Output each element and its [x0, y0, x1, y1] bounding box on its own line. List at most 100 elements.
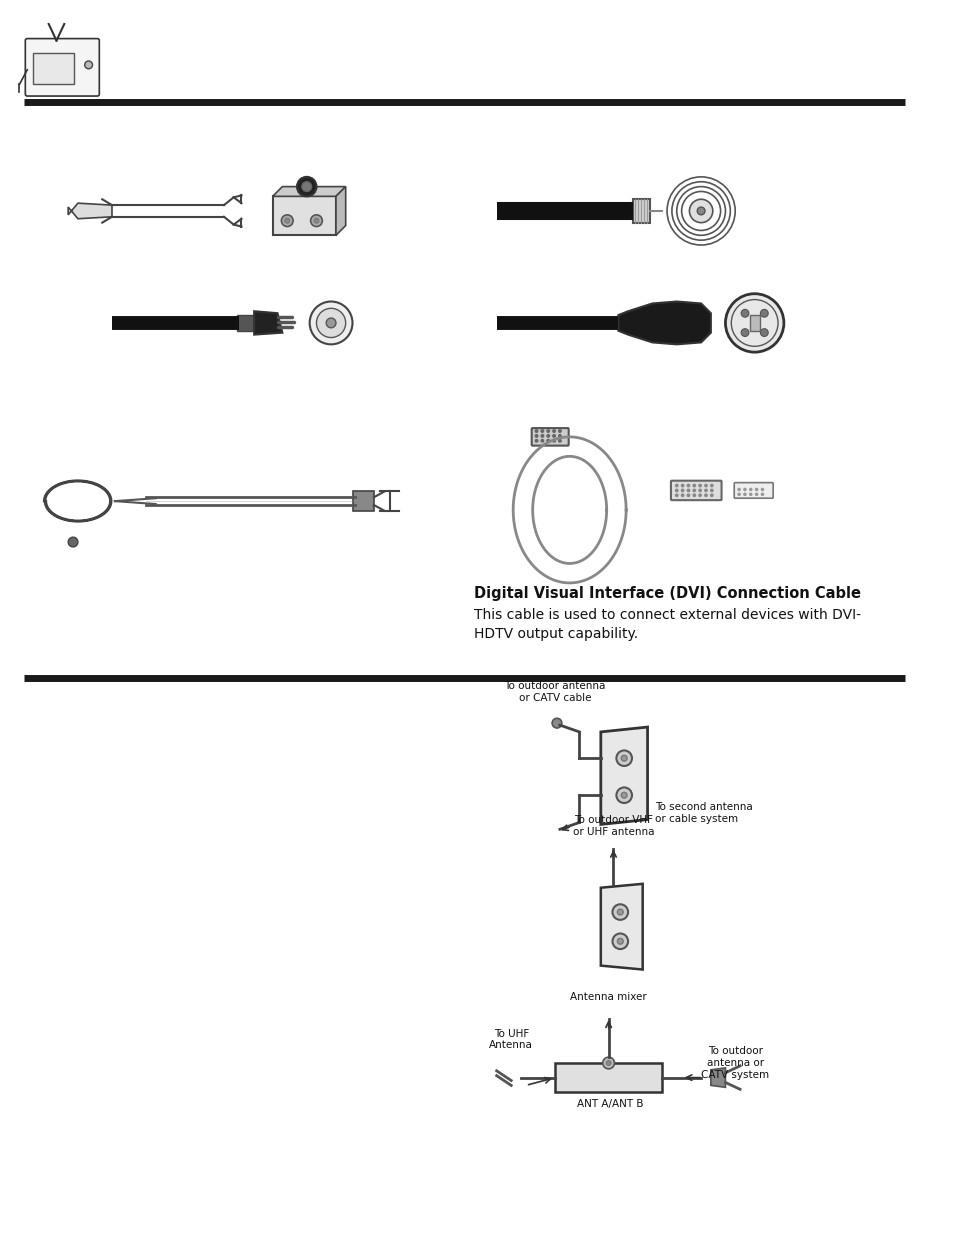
Circle shape [616, 788, 631, 803]
Circle shape [617, 939, 622, 945]
Circle shape [540, 435, 543, 437]
Polygon shape [68, 204, 112, 219]
Circle shape [680, 494, 683, 496]
Circle shape [558, 440, 560, 442]
Text: To UHF
Antenna: To UHF Antenna [489, 1029, 533, 1050]
Circle shape [704, 484, 706, 487]
Polygon shape [335, 186, 345, 236]
Circle shape [316, 309, 345, 337]
Circle shape [617, 909, 622, 915]
Text: To outdoor antenna
or CATV cable: To outdoor antenna or CATV cable [504, 682, 605, 703]
Circle shape [693, 494, 695, 496]
Circle shape [724, 294, 783, 352]
Circle shape [616, 751, 631, 766]
Circle shape [749, 488, 751, 490]
Circle shape [760, 310, 767, 317]
Circle shape [699, 494, 700, 496]
Circle shape [760, 329, 767, 336]
Circle shape [704, 494, 706, 496]
Circle shape [680, 489, 683, 492]
Bar [33, 53, 74, 84]
Circle shape [535, 435, 537, 437]
Polygon shape [600, 884, 642, 969]
Circle shape [699, 484, 700, 487]
Circle shape [540, 430, 543, 432]
Circle shape [552, 440, 555, 442]
Text: To outdoor
antenna or
CATV system: To outdoor antenna or CATV system [700, 1046, 768, 1079]
Circle shape [552, 719, 561, 727]
Circle shape [612, 904, 627, 920]
Circle shape [693, 484, 695, 487]
FancyBboxPatch shape [734, 483, 772, 498]
Circle shape [296, 177, 316, 196]
Circle shape [540, 440, 543, 442]
Circle shape [689, 199, 712, 222]
Circle shape [743, 488, 745, 490]
Circle shape [686, 484, 689, 487]
Circle shape [740, 310, 748, 317]
Circle shape [311, 215, 322, 226]
Circle shape [697, 207, 704, 215]
Circle shape [546, 435, 549, 437]
Circle shape [755, 493, 757, 495]
Circle shape [710, 484, 712, 487]
Polygon shape [273, 186, 345, 196]
Bar [236, 315, 253, 331]
Polygon shape [710, 1068, 724, 1087]
Circle shape [686, 489, 689, 492]
Circle shape [704, 489, 706, 492]
Circle shape [738, 488, 740, 490]
Circle shape [535, 440, 537, 442]
Circle shape [760, 493, 762, 495]
Circle shape [68, 537, 78, 547]
Circle shape [686, 494, 689, 496]
Circle shape [620, 793, 626, 798]
Circle shape [693, 489, 695, 492]
FancyBboxPatch shape [670, 480, 720, 500]
Bar [632, 199, 650, 222]
Circle shape [755, 488, 757, 490]
Circle shape [675, 484, 678, 487]
Circle shape [675, 494, 678, 496]
Text: To outdoor VHF
or UHF antenna: To outdoor VHF or UHF antenna [572, 815, 654, 837]
Circle shape [546, 430, 549, 432]
Text: To second antenna
or cable system: To second antenna or cable system [655, 802, 752, 824]
Circle shape [760, 488, 762, 490]
Text: Antenna mixer: Antenna mixer [570, 992, 646, 1002]
Circle shape [281, 215, 293, 226]
Circle shape [552, 430, 555, 432]
Circle shape [749, 493, 751, 495]
Circle shape [314, 219, 318, 224]
Circle shape [743, 493, 745, 495]
Circle shape [301, 182, 312, 191]
Circle shape [675, 489, 678, 492]
FancyBboxPatch shape [531, 429, 568, 446]
Text: This cable is used to connect external devices with DVI-
HDTV output capability.: This cable is used to connect external d… [474, 609, 861, 641]
FancyBboxPatch shape [26, 38, 99, 96]
Bar [353, 492, 374, 511]
Circle shape [740, 329, 748, 336]
Circle shape [620, 756, 626, 761]
Circle shape [738, 493, 740, 495]
Circle shape [546, 440, 549, 442]
Circle shape [602, 1057, 614, 1068]
Circle shape [710, 494, 712, 496]
Circle shape [552, 435, 555, 437]
Polygon shape [600, 727, 647, 825]
Polygon shape [618, 301, 710, 345]
Circle shape [326, 319, 335, 327]
Text: ANT A/ANT B: ANT A/ANT B [577, 1099, 643, 1109]
Circle shape [558, 430, 560, 432]
Circle shape [285, 219, 290, 224]
Polygon shape [253, 311, 282, 335]
Circle shape [535, 430, 537, 432]
Circle shape [558, 435, 560, 437]
Circle shape [699, 489, 700, 492]
Circle shape [612, 934, 627, 948]
Bar [555, 1063, 661, 1092]
Text: Digital Visual Interface (DVI) Connection Cable: Digital Visual Interface (DVI) Connectio… [474, 585, 861, 601]
Circle shape [85, 61, 92, 69]
Bar [749, 315, 759, 331]
Bar [273, 196, 335, 236]
Circle shape [605, 1061, 611, 1066]
